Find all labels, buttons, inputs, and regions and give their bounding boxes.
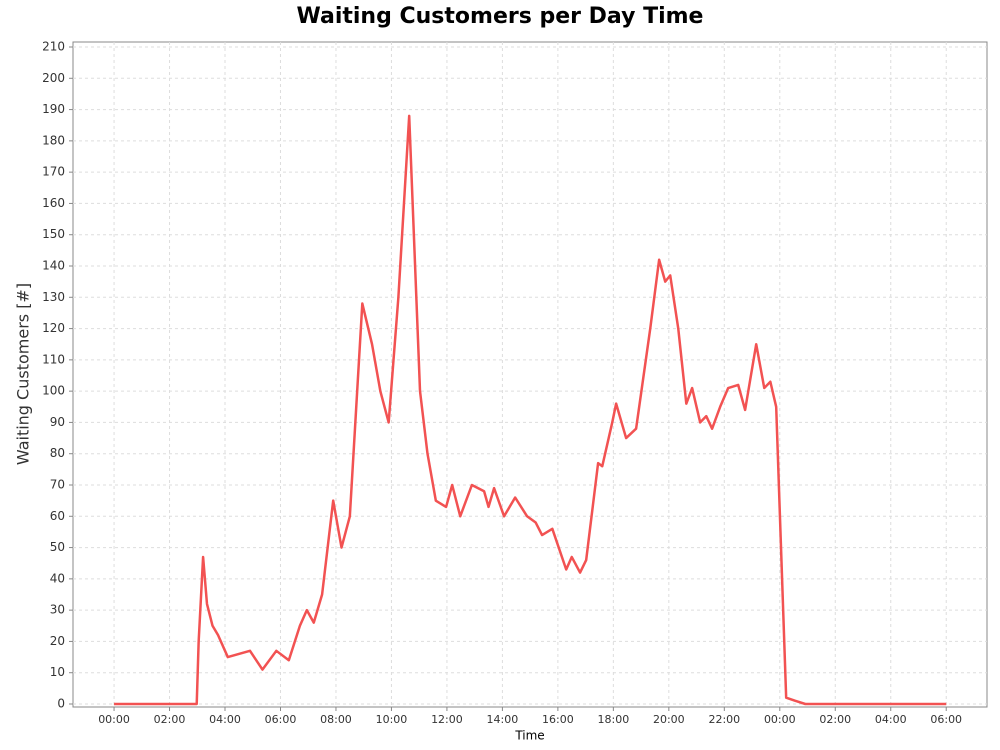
x-tick-label: 06:00	[930, 713, 962, 726]
x-tick-label: 10:00	[376, 713, 408, 726]
plot-frame	[72, 41, 988, 708]
x-tick-label: 20:00	[653, 713, 685, 726]
y-tick-label: 80	[50, 446, 65, 460]
x-tick-label: 12:00	[431, 713, 463, 726]
y-tick-label: 60	[50, 509, 65, 523]
x-tick-label: 02:00	[154, 713, 186, 726]
y-axis-label: Waiting Customers [#]	[14, 283, 33, 465]
y-tick-label: 160	[42, 196, 65, 210]
y-tick-label: 190	[42, 102, 65, 116]
y-tick-label: 30	[50, 603, 65, 617]
chart-title: Waiting Customers per Day Time	[297, 4, 704, 29]
y-tick-label: 170	[42, 165, 65, 179]
x-tick-label: 18:00	[598, 713, 630, 726]
x-axis-label: Time	[514, 729, 544, 743]
y-tick-label: 70	[50, 477, 65, 491]
x-tick-label: 00:00	[764, 713, 796, 726]
y-tick-label: 130	[42, 290, 65, 304]
y-tick-label: 210	[42, 40, 65, 54]
x-tick-label: 04:00	[209, 713, 241, 726]
y-tick-label: 90	[50, 415, 65, 429]
x-tick-label: 22:00	[708, 713, 740, 726]
y-tick-label: 0	[57, 696, 65, 710]
x-tick-label: 02:00	[819, 713, 851, 726]
x-tick-label: 00:00	[98, 713, 130, 726]
x-tick-label: 06:00	[265, 713, 297, 726]
y-tick-label: 180	[42, 133, 65, 147]
y-tick-label: 100	[42, 384, 65, 398]
x-tick-label: 08:00	[320, 713, 352, 726]
y-tick-label: 140	[42, 259, 65, 273]
y-tick-label: 40	[50, 571, 65, 585]
y-tick-label: 110	[42, 352, 65, 366]
y-tick-label: 150	[42, 227, 65, 241]
x-tick-label: 16:00	[542, 713, 574, 726]
y-tick-label: 10	[50, 665, 65, 679]
y-tick-label: 200	[42, 71, 65, 85]
y-tick-label: 50	[50, 540, 65, 554]
y-tick-label: 20	[50, 634, 65, 648]
x-tick-label: 04:00	[875, 713, 907, 726]
data-line	[114, 114, 947, 706]
x-tick-label: 14:00	[487, 713, 519, 726]
y-tick-label: 120	[42, 321, 65, 335]
